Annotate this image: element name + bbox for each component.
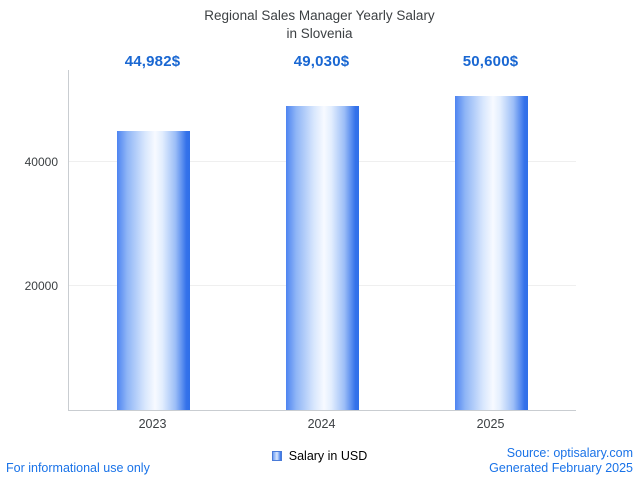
- plot-area: [68, 70, 576, 411]
- chart-title-line2: in Slovenia: [286, 26, 353, 42]
- x-axis-label-2023: 2023: [138, 417, 167, 431]
- source-info: Source: optisalary.com Generated Februar…: [489, 446, 633, 477]
- bar-2025[interactable]: [455, 96, 528, 410]
- bar-2024[interactable]: [286, 105, 359, 410]
- bar-column-2023: [69, 70, 238, 410]
- bar-column-2024: [238, 70, 407, 410]
- legend-label: Salary in USD: [288, 449, 368, 463]
- legend-marker-icon: [271, 451, 282, 461]
- bars-container: [69, 70, 576, 410]
- disclaimer-text: For informational use only: [6, 461, 150, 475]
- chart-title-line1: Regional Sales Manager Yearly Salary: [204, 8, 435, 23]
- x-axis-label-2024: 2024: [307, 417, 336, 431]
- x-axis-labels: 2023 2024 2025: [68, 417, 575, 431]
- chart-title: Regional Sales Manager Yearly Salary in …: [0, 7, 639, 43]
- source-link[interactable]: Source: optisalary.com: [506, 445, 633, 460]
- bar-column-2025: [407, 70, 576, 410]
- y-axis-tick-label-20000: 20000: [24, 278, 58, 293]
- legend[interactable]: Salary in USD: [0, 449, 639, 463]
- value-label-2024: 49,030$: [293, 53, 350, 70]
- value-label-2025: 50,600$: [462, 53, 519, 70]
- generated-date: Generated February 2025: [489, 460, 633, 475]
- value-label-2023: 44,982$: [124, 53, 181, 70]
- x-axis-label-2025: 2025: [476, 417, 505, 431]
- bar-value-labels: 44,982$ 49,030$ 50,600$: [68, 53, 575, 70]
- bar-2023[interactable]: [117, 130, 190, 410]
- y-axis-tick-label-40000: 40000: [24, 154, 58, 169]
